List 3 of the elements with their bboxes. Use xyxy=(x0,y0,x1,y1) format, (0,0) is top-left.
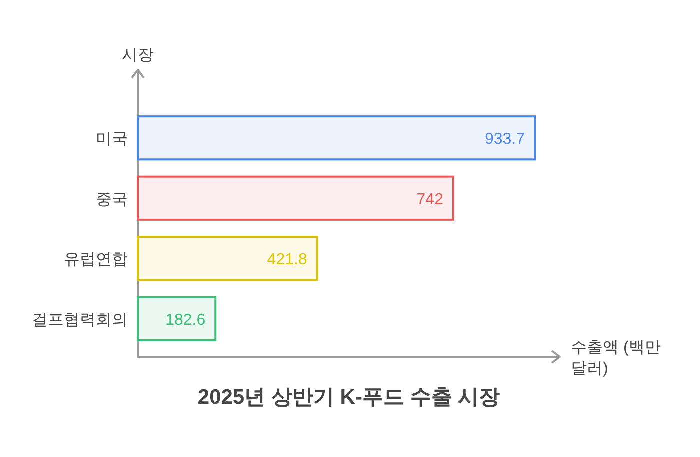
title: 2025년 상반기 K-푸드 수출 시장 xyxy=(198,386,500,409)
ylabel: 시장 xyxy=(122,47,154,64)
xlabel: 수출액 (백만 달러) xyxy=(571,340,661,378)
